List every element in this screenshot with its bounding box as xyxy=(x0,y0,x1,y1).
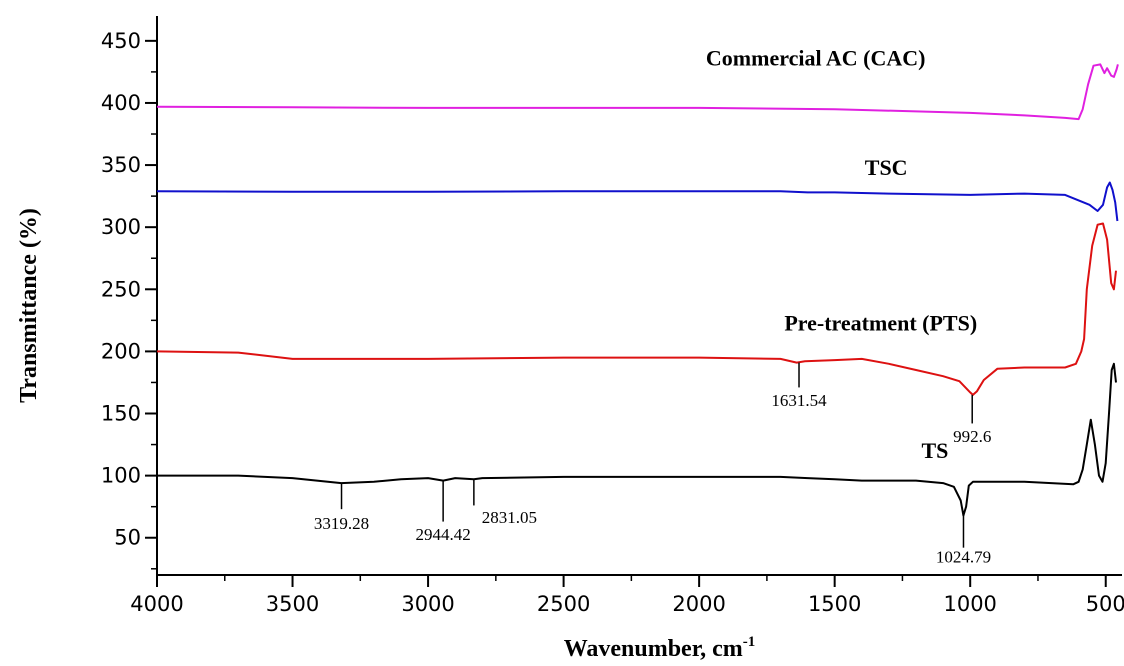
x-tick-label: 4000 xyxy=(130,592,183,616)
y-tick-label: 100 xyxy=(101,464,141,488)
peak-label: 1024.79 xyxy=(936,548,991,567)
series-line-ts xyxy=(157,362,1117,517)
peak-label: 2944.42 xyxy=(416,525,471,544)
x-axis-title: Wavenumber, cm-1 xyxy=(564,634,756,662)
x-tick-label: 500 xyxy=(1086,592,1124,616)
series-lines xyxy=(156,63,1119,517)
series-labels: Commercial AC (CAC) TSC Pre-treatment (PTS… xyxy=(706,46,977,464)
y-tick-label: 200 xyxy=(101,339,141,363)
series-label: TS xyxy=(922,438,949,463)
x-tick-label: 2500 xyxy=(537,592,590,616)
y-tick-label: 350 xyxy=(101,153,141,177)
y-tick-label: 50 xyxy=(114,526,141,550)
x-tick-label: 2000 xyxy=(672,592,725,616)
ticks: 50 100 150 200 250 300 350 400 450 4000 3500 3000 25… xyxy=(101,29,1124,616)
y-tick-label: 300 xyxy=(101,215,141,239)
peak-label: 992.6 xyxy=(953,427,991,446)
x-tick-label: 1500 xyxy=(808,592,861,616)
x-tick-label: 3000 xyxy=(401,592,454,616)
axes xyxy=(156,16,1122,576)
x-tick-label: 3500 xyxy=(266,592,319,616)
series-line-pre-treatment-pts xyxy=(156,222,1117,396)
peak-label: 3319.28 xyxy=(314,514,369,533)
y-tick-label: 450 xyxy=(101,29,141,53)
series-line-tsc xyxy=(156,181,1119,222)
x-tick-label: 1000 xyxy=(943,592,996,616)
y-axis-title: Transmittance (%) xyxy=(16,208,42,403)
series-line-commercial-ac-cac xyxy=(156,63,1119,121)
y-tick-label: 250 xyxy=(101,277,141,301)
series-label: Pre-treatment (PTS) xyxy=(784,310,977,335)
series-label: TSC xyxy=(865,155,908,180)
y-tick-label: 400 xyxy=(101,91,141,115)
peak-annotations: 1631.54 992.6 3319.28 2944.42 2831.05 1024.79 xyxy=(314,362,991,567)
y-tick-label: 150 xyxy=(101,402,141,426)
peak-label: 2831.05 xyxy=(482,508,537,527)
peak-label: 1631.54 xyxy=(771,391,827,410)
series-label: Commercial AC (CAC) xyxy=(706,46,926,71)
